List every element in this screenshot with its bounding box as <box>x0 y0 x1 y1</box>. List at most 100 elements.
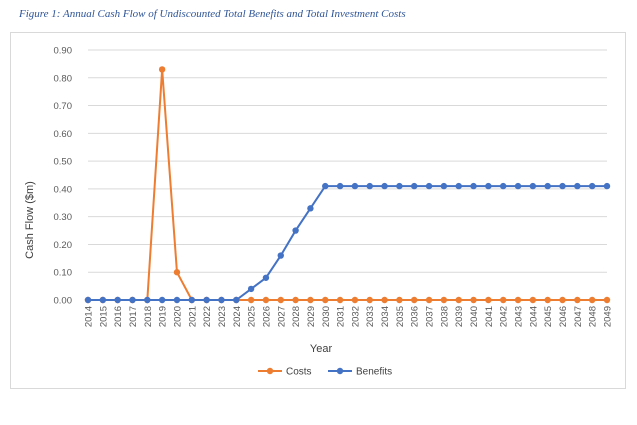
data-point <box>351 182 359 190</box>
data-point <box>381 296 388 304</box>
data-point <box>514 182 522 190</box>
data-point <box>574 182 581 190</box>
x-tick-label: 2039 <box>454 306 465 327</box>
legend-item-benefits: Benefits <box>328 367 392 378</box>
x-tick-label: 2030 <box>321 306 332 327</box>
data-point <box>233 296 240 304</box>
x-tick-label: 2019 <box>158 306 169 327</box>
x-tick-label: 2047 <box>573 306 584 327</box>
x-tick-label: 2022 <box>202 306 213 327</box>
data-point <box>322 182 329 190</box>
y-tick-label: 0.00 <box>54 296 73 307</box>
data-point <box>485 296 492 304</box>
legend-marker-dot <box>336 367 344 375</box>
x-tick-label: 2014 <box>84 306 95 327</box>
data-point <box>351 296 359 304</box>
data-point <box>114 296 121 304</box>
legend: Costs Benefits <box>258 367 392 378</box>
x-tick-label: 2037 <box>425 306 436 327</box>
data-point <box>277 296 284 304</box>
series-lines <box>84 66 611 304</box>
y-tick-label: 0.30 <box>54 212 73 223</box>
x-tick-label: 2031 <box>336 306 347 327</box>
x-tick-label: 2044 <box>528 306 539 327</box>
y-tick-labels: 0.00 0.10 0.20 0.30 0.40 0.50 0.60 0.70 0.80 0.90 <box>54 46 73 307</box>
data-point <box>485 182 492 190</box>
legend-label: Costs <box>286 367 312 378</box>
y-tick-label: 0.60 <box>54 129 73 140</box>
data-point <box>99 296 107 304</box>
data-point <box>158 296 166 304</box>
data-point <box>396 296 403 304</box>
x-tick-label: 2034 <box>380 306 391 327</box>
data-point <box>336 182 344 190</box>
x-tick-label: 2023 <box>217 306 228 327</box>
series-line <box>88 69 607 301</box>
legend-label: Benefits <box>356 367 392 378</box>
data-point <box>500 296 507 304</box>
x-tick-label: 2017 <box>128 306 139 327</box>
data-point <box>603 296 611 304</box>
data-point <box>588 296 596 304</box>
y-tick-label: 0.20 <box>54 240 73 251</box>
data-point <box>262 296 270 304</box>
data-point <box>381 182 388 190</box>
data-point <box>366 296 373 304</box>
data-point <box>425 296 433 304</box>
data-point <box>173 296 181 304</box>
x-tick-label: 2035 <box>395 306 406 327</box>
x-tick-label: 2041 <box>484 306 495 327</box>
data-point <box>514 296 522 304</box>
x-tick-label: 2021 <box>187 306 198 327</box>
data-point <box>588 182 596 190</box>
x-tick-label: 2040 <box>469 306 480 327</box>
data-point <box>574 296 581 304</box>
legend-marker-dot <box>266 367 274 375</box>
data-point <box>470 296 477 304</box>
x-tick-label: 2043 <box>514 306 525 327</box>
x-axis-title: Year <box>310 343 333 355</box>
data-point <box>470 182 477 190</box>
x-tick-labels: 2014 2015 2016 2017 2018 2019 2020 2021 2022 2023… <box>84 306 614 327</box>
data-point <box>292 227 299 234</box>
legend-item-costs: Costs <box>258 367 312 378</box>
data-point <box>307 296 314 304</box>
x-tick-label: 2028 <box>291 306 302 327</box>
data-point <box>307 205 314 212</box>
data-point <box>144 296 151 304</box>
x-tick-label: 2038 <box>439 306 450 327</box>
data-point <box>529 182 537 190</box>
data-point <box>440 296 448 304</box>
x-tick-label: 2036 <box>410 306 421 327</box>
series-line <box>88 185 607 301</box>
data-point <box>544 182 551 190</box>
data-point <box>84 296 92 304</box>
y-tick-label: 0.40 <box>54 184 73 195</box>
y-axis-title: Cash Flow ($m) <box>24 181 36 259</box>
data-point <box>366 182 373 190</box>
data-point <box>322 296 329 304</box>
x-tick-label: 2025 <box>247 306 258 327</box>
y-tick-label: 0.70 <box>54 101 73 112</box>
data-point <box>559 296 566 304</box>
data-point <box>440 182 448 190</box>
x-tick-label: 2016 <box>113 306 124 327</box>
data-point <box>425 182 433 190</box>
x-tick-label: 2042 <box>499 306 510 327</box>
data-point <box>529 296 537 304</box>
x-tick-label: 2032 <box>350 306 361 327</box>
data-point <box>396 182 403 190</box>
y-tick-label: 0.50 <box>54 157 73 168</box>
x-tick-label: 2018 <box>143 306 154 327</box>
data-point <box>500 182 507 190</box>
y-tick-label: 0.10 <box>54 268 73 279</box>
x-tick-label: 2046 <box>558 306 569 327</box>
chart-frame <box>10 32 626 389</box>
x-tick-label: 2033 <box>365 306 376 327</box>
data-point <box>173 269 181 276</box>
data-point <box>262 274 270 281</box>
data-point <box>247 296 255 304</box>
x-tick-label: 2020 <box>172 306 183 327</box>
data-point <box>411 296 418 304</box>
data-point <box>455 182 462 190</box>
